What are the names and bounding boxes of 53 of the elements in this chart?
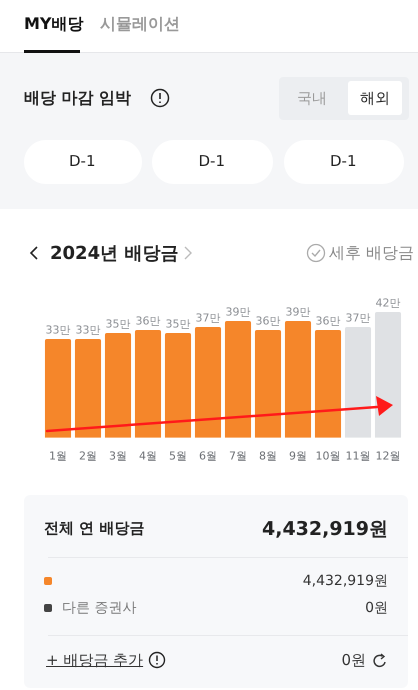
text: MY배당 — [24, 14, 84, 35]
data-label: 36만 — [316, 314, 340, 328]
bar — [284, 320, 312, 438]
x-tick-label: 11월 — [346, 449, 370, 462]
data-label: 37만 — [196, 311, 220, 324]
text: 국내 — [297, 89, 327, 108]
x-tick-label: 1월 — [49, 449, 67, 462]
x-tick-label: 9월 — [289, 449, 307, 462]
text: 배당 마감 임박 — [24, 88, 132, 109]
x-tick-label: 7월 — [229, 449, 247, 462]
x-tick-label: 5월 — [169, 449, 187, 462]
bar — [254, 330, 282, 438]
text: 4,432,919원 — [262, 517, 388, 542]
text: 0원 — [341, 651, 366, 670]
text: 전체 연 배당금 — [44, 519, 144, 538]
bar — [44, 338, 72, 438]
text: 다른 증권사 — [62, 599, 136, 617]
text: D-1 — [330, 152, 357, 170]
text: 세후 배당금 — [329, 243, 414, 264]
text: 시뮬레이션 — [100, 14, 180, 35]
data-label: 39만 — [226, 305, 250, 318]
text: 해외 — [360, 89, 390, 108]
text: D-1 — [69, 152, 96, 170]
bar — [134, 330, 162, 438]
bar — [74, 338, 102, 438]
bar — [344, 326, 372, 438]
bar — [104, 332, 132, 438]
data-label: 33만 — [46, 323, 70, 336]
data-label: 36만 — [136, 314, 160, 328]
text: 0원 — [365, 599, 388, 617]
bar — [224, 320, 252, 438]
bar — [164, 332, 192, 438]
text: D-1 — [198, 152, 226, 170]
bar — [314, 330, 342, 438]
chart-title: 2024년 배당금 — [50, 242, 178, 265]
data-label: 39만 — [286, 305, 310, 318]
bar — [194, 326, 222, 438]
data-label: 42만 — [376, 296, 400, 310]
x-tick-label: 3월 — [109, 449, 127, 462]
x-tick-label: 4월 — [139, 449, 157, 462]
text: 4,432,919원 — [302, 572, 388, 590]
data-label: 36만 — [256, 314, 280, 328]
x-tick-label: 12월 — [376, 449, 400, 462]
data-label: 33만 — [76, 323, 100, 336]
data-label: 35만 — [166, 317, 190, 330]
text: + 배당금 추가 — [46, 651, 144, 670]
data-label: 37만 — [346, 311, 370, 324]
bar — [374, 312, 402, 438]
x-tick-label: 8월 — [259, 449, 277, 462]
x-tick-label: 10월 — [316, 449, 340, 462]
x-tick-label: 2월 — [79, 449, 97, 462]
data-label: 35만 — [106, 317, 130, 330]
x-tick-label: 6월 — [199, 449, 217, 462]
